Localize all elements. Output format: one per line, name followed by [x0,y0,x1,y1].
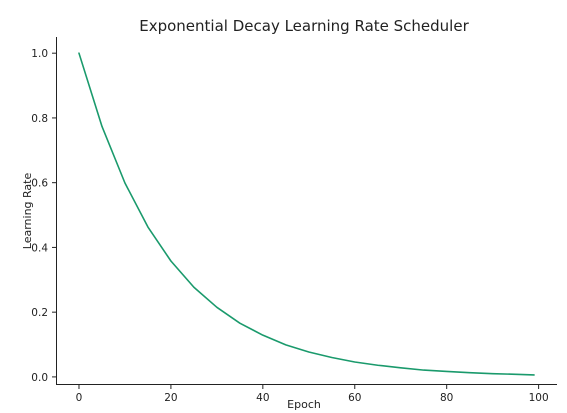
axes [56,37,557,385]
x-tick-label: 80 [440,392,453,404]
x-tick-label: 0 [76,392,83,404]
chart-title: Exponential Decay Learning Rate Schedule… [139,17,469,35]
series-layer [78,52,535,376]
x-tick-label: 100 [529,392,549,404]
x-tick-label: 60 [348,392,361,404]
series-line [78,52,535,376]
x-tick-label: 20 [164,392,177,404]
y-ticks: 0.0 0.2 0.4 0.6 0.8 1.0 [31,48,56,384]
x-axis-label: Epoch [287,398,321,411]
x-ticks: 0 20 40 60 80 100 [76,385,549,404]
y-tick-label: 1.0 [31,48,48,60]
y-tick-label: 0.8 [31,113,48,125]
y-tick-label: 0.6 [31,178,48,190]
x-tick-label: 40 [256,392,269,404]
y-axis-label: Learning Rate [21,173,34,250]
y-tick-label: 0.0 [31,372,48,384]
y-tick-label: 0.2 [31,307,48,319]
y-tick-label: 0.4 [31,242,48,254]
